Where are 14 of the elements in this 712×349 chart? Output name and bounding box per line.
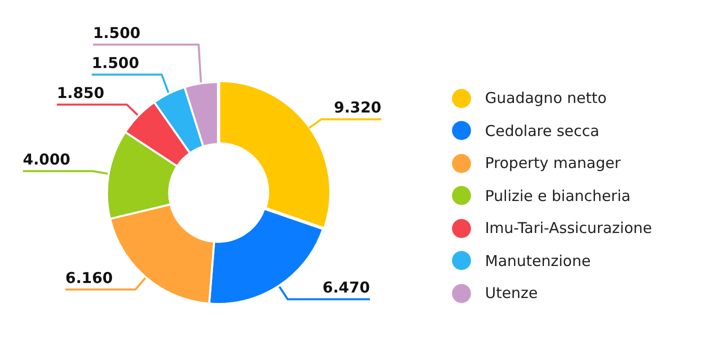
data-label: 1.500	[92, 54, 140, 72]
data-label: 6.470	[322, 278, 370, 297]
legend-label: Cedolare secca	[485, 122, 600, 140]
data-label: 6.160	[65, 268, 113, 287]
legend-label: Guadagno netto	[485, 89, 607, 108]
data-label: 1.850	[56, 84, 104, 102]
data-label: 9.320	[334, 98, 382, 117]
data-label: 4.000	[22, 150, 70, 168]
legend-label: Imu-Tari-Assicurazione	[485, 219, 652, 238]
data-label: 1.500	[93, 24, 140, 42]
legend-label: Manutenzione	[485, 252, 591, 270]
legend-label: Pulizie e biancheria	[485, 186, 631, 205]
legend-label: Utenze	[485, 284, 538, 302]
legend-label: Property manager	[485, 154, 621, 172]
